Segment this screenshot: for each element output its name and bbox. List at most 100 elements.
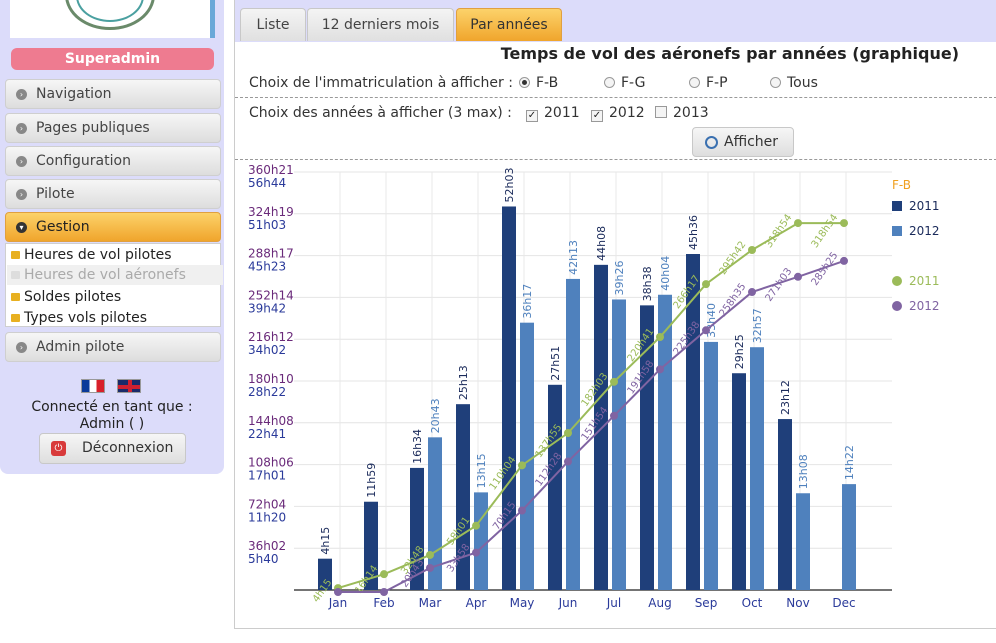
club-logo bbox=[10, 0, 215, 38]
chevron-down-icon: ▾ bbox=[16, 222, 27, 233]
legend-swatch bbox=[892, 226, 902, 236]
x-axis-tick-label: Oct bbox=[742, 596, 763, 610]
bar-data-label: 27h51 bbox=[549, 346, 562, 381]
radio-button[interactable] bbox=[519, 77, 530, 88]
nav-gestion[interactable]: ▾ Gestion bbox=[5, 212, 221, 242]
french-flag-icon[interactable] bbox=[81, 379, 105, 393]
bar-2011-Nov bbox=[778, 419, 792, 590]
bar-data-label: 52h03 bbox=[503, 168, 516, 203]
bar-data-label: 11h59 bbox=[365, 463, 378, 498]
line-point-2012 bbox=[334, 588, 342, 596]
lock-icon bbox=[11, 293, 20, 301]
bar-data-label: 45h36 bbox=[687, 215, 700, 250]
tab-liste[interactable]: Liste bbox=[240, 8, 306, 41]
bar-2012-Nov bbox=[796, 493, 810, 590]
checkbox-2011[interactable]: ✓ 2011 bbox=[526, 105, 580, 122]
y-axis-tick-label: 72h04 bbox=[248, 497, 286, 511]
nav-configuration[interactable]: › Configuration bbox=[5, 146, 221, 176]
nav-navigation[interactable]: › Navigation bbox=[5, 79, 221, 109]
submenu-types-vols-pilotes[interactable]: Types vols pilotes bbox=[11, 308, 147, 328]
line-point-2012 bbox=[656, 365, 664, 374]
bar-data-label: 42h13 bbox=[567, 240, 580, 275]
checkbox[interactable]: ✓ bbox=[591, 110, 603, 122]
bar-data-label: 14h22 bbox=[843, 445, 856, 480]
line-point-2012 bbox=[426, 563, 434, 572]
chevron-right-icon: › bbox=[16, 123, 27, 134]
radio-button[interactable] bbox=[770, 77, 781, 88]
bar-data-label: 36h17 bbox=[521, 284, 534, 319]
bar-data-label: 25h13 bbox=[457, 365, 470, 400]
magnifier-icon bbox=[705, 136, 718, 149]
bar-data-label: 13h08 bbox=[797, 454, 810, 489]
checkbox-2012[interactable]: ✓ 2012 bbox=[591, 105, 645, 122]
submenu-heures-vol-aeronefs: Heures de vol aéronefs bbox=[7, 265, 223, 285]
bar-2011-Jan bbox=[318, 558, 332, 590]
line-point-2011 bbox=[426, 550, 434, 559]
bar-data-label: 40h04 bbox=[659, 256, 672, 291]
radio-button[interactable] bbox=[689, 77, 700, 88]
legend-swatch bbox=[892, 201, 902, 211]
logout-button[interactable]: ⏻ Déconnexion bbox=[39, 433, 186, 464]
line-point-2011 bbox=[564, 429, 572, 438]
line-point-2011 bbox=[380, 570, 388, 579]
english-flag-icon[interactable] bbox=[117, 379, 141, 393]
radio-button[interactable] bbox=[604, 77, 615, 88]
nav-pages-publiques[interactable]: › Pages publiques bbox=[5, 113, 221, 143]
y-axis-tick-label: 28h22 bbox=[248, 385, 286, 399]
bar-2011-Feb bbox=[364, 501, 378, 590]
radio-f-g[interactable]: F-G bbox=[604, 75, 645, 91]
connected-as-label: Connecté en tant que : bbox=[31, 399, 193, 415]
line-point-2011 bbox=[472, 521, 480, 530]
line-point-2012 bbox=[472, 548, 480, 557]
afficher-button[interactable]: Afficher bbox=[692, 127, 794, 157]
nav-admin-pilote[interactable]: › Admin pilote bbox=[5, 332, 221, 362]
checkbox[interactable] bbox=[655, 106, 667, 118]
submenu-soldes-pilotes[interactable]: Soldes pilotes bbox=[11, 287, 121, 307]
nav-pilote[interactable]: › Pilote bbox=[5, 179, 221, 209]
x-axis-tick-label: Apr bbox=[466, 596, 487, 610]
chevron-right-icon: › bbox=[16, 189, 27, 200]
line-point-2011 bbox=[610, 377, 618, 386]
line-point-2012 bbox=[518, 506, 526, 515]
legend-label: 2012 bbox=[909, 224, 940, 238]
sidebar: Superadmin › Navigation › Pages publiques … bbox=[0, 0, 224, 474]
y-axis-tick-label: 45h23 bbox=[248, 260, 286, 274]
chevron-right-icon: › bbox=[16, 156, 27, 167]
bar-data-label: 38h38 bbox=[641, 266, 654, 301]
divider bbox=[235, 159, 996, 160]
y-axis-tick-label: 360h21 bbox=[248, 163, 294, 177]
checkbox-2013[interactable]: 2013 bbox=[655, 105, 709, 121]
x-axis-tick-label: Jan bbox=[328, 596, 348, 610]
legend-swatch bbox=[892, 301, 902, 311]
tab-par-annees[interactable]: Par années bbox=[456, 8, 562, 41]
bar-data-label: 32h57 bbox=[751, 308, 764, 343]
x-axis-tick-label: Sep bbox=[695, 596, 718, 610]
y-axis-tick-label: 5h40 bbox=[248, 552, 279, 566]
y-axis-tick-label: 252h14 bbox=[248, 288, 294, 302]
radio-f-b[interactable]: F-B bbox=[519, 75, 558, 91]
line-point-2012 bbox=[702, 326, 710, 335]
line-2011 bbox=[337, 222, 844, 590]
bar-2012-Sep bbox=[704, 341, 718, 590]
line-point-2012 bbox=[564, 457, 572, 466]
legend-label: 2011 bbox=[909, 199, 940, 213]
tab-12-derniers-mois[interactable]: 12 derniers mois bbox=[307, 8, 454, 41]
x-axis-tick-label: Nov bbox=[786, 596, 809, 610]
line-point-2011 bbox=[702, 280, 710, 289]
y-axis-tick-label: 216h12 bbox=[248, 330, 294, 344]
checkbox[interactable]: ✓ bbox=[526, 110, 538, 122]
radio-f-p[interactable]: F-P bbox=[689, 75, 728, 91]
submenu-heures-vol-pilotes[interactable]: Heures de vol pilotes bbox=[11, 245, 172, 265]
line-point-2011 bbox=[656, 333, 664, 342]
line-point-2012 bbox=[748, 288, 756, 297]
line-point-2011 bbox=[518, 461, 526, 470]
legend-title: F-B bbox=[892, 178, 911, 192]
y-axis-tick-label: 324h19 bbox=[248, 205, 294, 219]
bar-2011-Jun bbox=[548, 384, 562, 590]
bar-2011-Apr bbox=[456, 404, 470, 590]
bar-data-label: 4h15 bbox=[319, 527, 332, 555]
radio-tous[interactable]: Tous bbox=[770, 75, 818, 91]
legend-label: 2011 bbox=[909, 274, 940, 288]
bar-2012-Apr bbox=[474, 492, 488, 590]
tab-bar: Liste 12 derniers mois Par années bbox=[235, 0, 996, 42]
